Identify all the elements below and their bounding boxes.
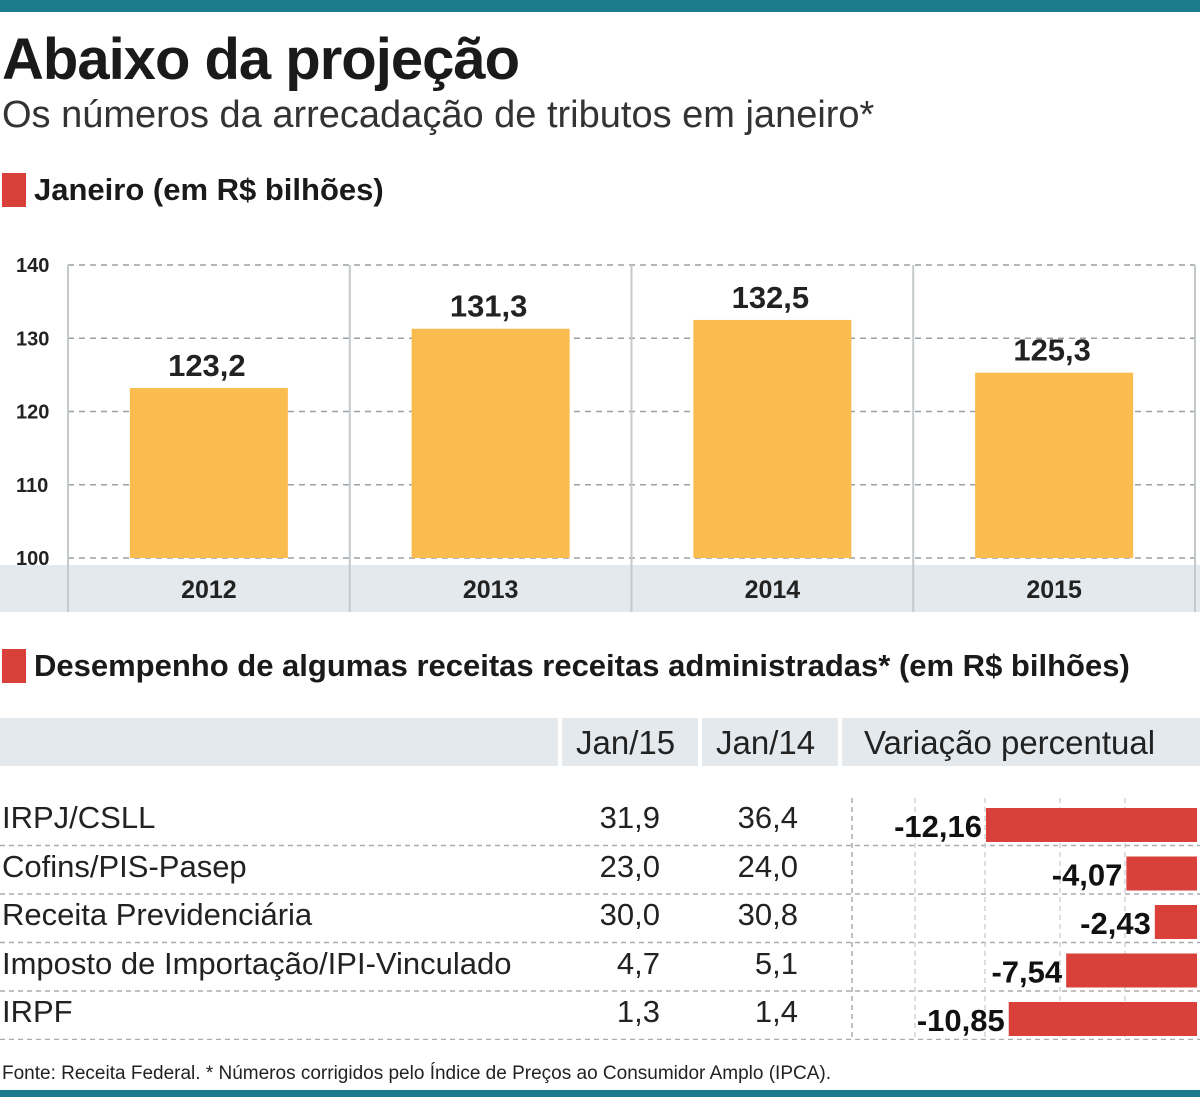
section-label: Desempenho de algumas receitas receitas … (34, 648, 1130, 683)
row-label: Imposto de Importação/IPI-Vinculado (2, 945, 512, 981)
y-tick-label: 120 (16, 402, 49, 424)
x-tick-label: 2015 (1026, 576, 1082, 604)
bar-2014 (693, 319, 852, 558)
cell-jan15: 4,7 (616, 945, 660, 981)
variation-bar (1066, 953, 1197, 988)
cell-jan14: 1,4 (754, 994, 798, 1029)
row-label: Cofins/PIS-Pasep (2, 848, 247, 884)
bar-value-label: 123,2 (168, 348, 246, 383)
x-tick-label: 2013 (463, 576, 519, 604)
cell-jan15: 31,9 (599, 800, 660, 835)
top-bar (0, 0, 1200, 12)
header-variation: Variação percentual (864, 724, 1156, 761)
section-header-revenues: Desempenho de algumas receitas receitas … (2, 648, 1130, 684)
bar-2012 (129, 388, 288, 558)
variation-label: -12,16 (894, 809, 982, 844)
page-title: Abaixo da projeção (2, 27, 520, 92)
january-bar-chart: 100 110 120 130 140 123,2 2012 131,3 2013 132,5 20… (0, 255, 1200, 612)
cell-jan14: 5,1 (754, 945, 798, 981)
page-subtitle: Os números da arrecadação de tributos em… (2, 94, 875, 136)
y-tick-label: 130 (16, 328, 49, 350)
header-jan14: Jan/14 (716, 724, 816, 761)
row-label: IRPJ/CSLL (2, 800, 156, 835)
bar-2013 (411, 328, 570, 558)
cell-jan15: 1,3 (616, 994, 660, 1029)
variation-label: -10,85 (917, 1003, 1005, 1038)
footnote: Fonte: Receita Federal. * Números corrig… (2, 1063, 831, 1084)
y-tick-label: 100 (16, 548, 49, 570)
x-tick-label: 2014 (745, 576, 801, 604)
section-header-january: Janeiro (em R$ bilhões) (2, 172, 384, 208)
section-marker-icon (2, 173, 26, 207)
header-jan15: Jan/15 (576, 724, 676, 761)
variation-bar (1154, 905, 1197, 939)
row-label: IRPF (2, 994, 73, 1029)
section-label: Janeiro (em R$ bilhões) (34, 172, 384, 207)
variation-label: -7,54 (991, 955, 1062, 990)
header-band (562, 718, 698, 766)
cell-jan15: 23,0 (599, 848, 660, 884)
bar-value-label: 125,3 (1013, 333, 1091, 368)
bar-value-label: 131,3 (450, 289, 528, 324)
variation-label: -4,07 (1052, 858, 1123, 893)
category-band (0, 565, 1200, 612)
x-tick-label: 2012 (181, 576, 237, 604)
cell-jan15: 30,0 (599, 897, 660, 932)
variation-bar (1126, 856, 1197, 891)
bar-value-label: 132,5 (732, 280, 810, 315)
bar-2015 (975, 372, 1134, 558)
variation-bar-chart: -12,16 -4,07 -2,43 -7,54 -10,85 (0, 798, 1200, 1040)
variation-bar (1008, 1002, 1197, 1036)
header-band (702, 718, 838, 766)
y-tick-label: 110 (16, 475, 48, 497)
cell-jan14: 36,4 (737, 800, 798, 835)
y-tick-label: 140 (16, 255, 49, 277)
section-marker-icon (2, 649, 26, 683)
header-band (842, 718, 1200, 766)
cell-jan14: 30,8 (737, 897, 798, 932)
variation-label: -2,43 (1080, 906, 1151, 941)
cell-jan14: 24,0 (737, 848, 798, 884)
variation-bar (986, 808, 1197, 842)
header-band (0, 718, 558, 766)
row-label: Receita Previdenciária (2, 897, 313, 932)
bottom-bar (0, 1090, 1200, 1097)
table-header: Jan/15 Jan/14 Variação percentual (0, 718, 1200, 766)
